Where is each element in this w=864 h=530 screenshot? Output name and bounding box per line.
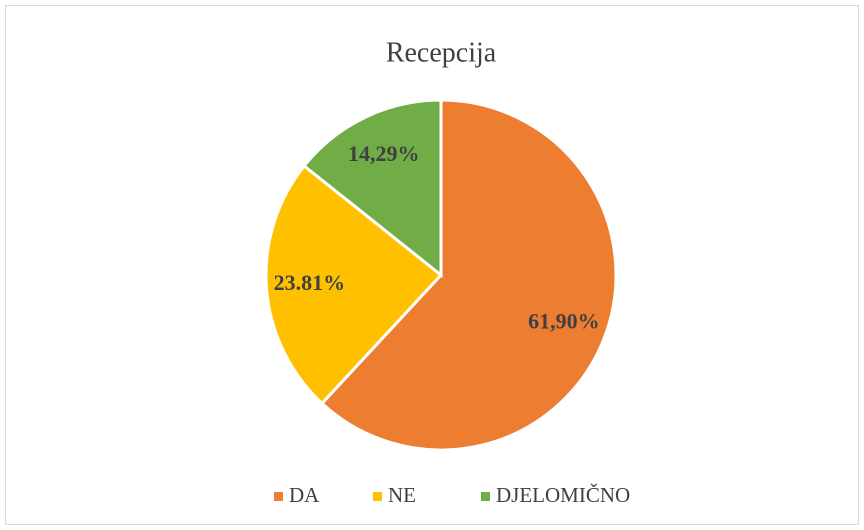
pie-slice [264, 163, 444, 406]
legend-label: DJELOMIČNO [496, 483, 630, 507]
legend-swatch [274, 492, 283, 501]
pie-slice [319, 98, 618, 452]
data-label: 61,90% [528, 308, 600, 333]
data-label: 14,29% [348, 141, 420, 166]
pie-slice [302, 98, 443, 279]
legend-swatch [373, 492, 382, 501]
legend-label: NE [388, 483, 416, 507]
data-label: 23.81% [274, 270, 346, 295]
chart-title: Recepcija [386, 37, 497, 68]
legend-swatch [481, 492, 490, 501]
legend-label: DA [289, 483, 320, 507]
